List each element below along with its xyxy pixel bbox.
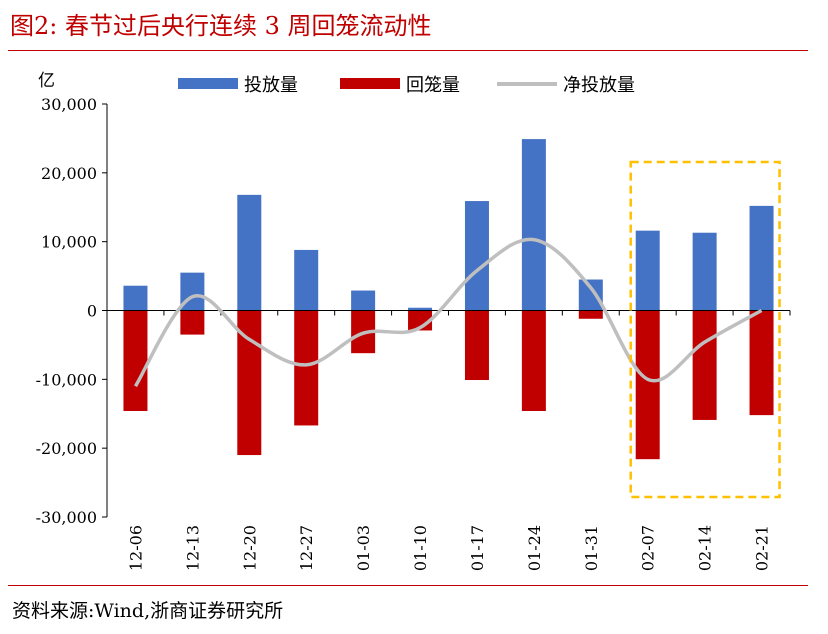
x-tick-label: 01-17 — [468, 525, 487, 571]
bar-投放量-01-24 — [521, 139, 546, 311]
y-tick-label: 20,000 — [41, 164, 97, 183]
bar-投放量-01-03 — [351, 290, 376, 311]
y-tick-label: 30,000 — [41, 95, 97, 114]
x-tick-label: 02-14 — [696, 525, 715, 571]
x-tick-label: 02-07 — [639, 525, 658, 571]
title-divider — [8, 50, 808, 51]
source-divider — [8, 585, 808, 586]
x-tick-label: 01-24 — [525, 525, 544, 571]
bar-回笼量-12-06 — [123, 310, 148, 411]
x-tick-label: 12-13 — [183, 525, 202, 571]
bar-回笼量-02-14 — [692, 310, 717, 420]
source-note: 资料来源:Wind,浙商证券研究所 — [12, 600, 284, 622]
x-tick-label: 01-03 — [354, 525, 373, 571]
bar-投放量-12-06 — [123, 285, 148, 311]
y-axis-unit: 亿 — [38, 71, 55, 91]
line-净投放量 — [133, 237, 763, 388]
x-tick-label: 12-06 — [126, 525, 145, 571]
highlight-box — [629, 160, 781, 499]
bar-回笼量-01-17 — [464, 310, 489, 381]
legend-swatch-投放量 — [178, 78, 238, 89]
bar-投放量-12-20 — [237, 194, 262, 311]
y-tick-label: -30,000 — [36, 508, 97, 527]
bar-回笼量-02-21 — [749, 310, 774, 416]
bar-投放量-12-27 — [294, 249, 319, 311]
bar-回笼量-12-27 — [294, 310, 319, 426]
x-tick-label: 01-31 — [582, 525, 601, 571]
x-tick-label: 01-10 — [411, 525, 430, 571]
bar-回笼量-12-13 — [180, 310, 205, 335]
x-tick-label: 02-21 — [753, 525, 772, 571]
bar-回笼量-02-07 — [635, 310, 660, 460]
bar-投放量-02-21 — [749, 205, 774, 311]
y-tick-label: -20,000 — [36, 439, 97, 458]
legend-label: 净投放量 — [563, 75, 635, 96]
bar-投放量-01-10 — [408, 307, 433, 311]
x-tick-label: 12-27 — [297, 525, 316, 571]
bar-投放量-02-07 — [635, 230, 660, 311]
bar-回笼量-01-31 — [578, 310, 603, 319]
bar-投放量-01-31 — [578, 279, 603, 311]
bar-投放量-02-14 — [692, 232, 717, 311]
y-tick-label: 10,000 — [41, 233, 97, 252]
bar-回笼量-01-24 — [521, 310, 546, 411]
bar-投放量-01-17 — [464, 201, 489, 311]
y-tick-label: -10,000 — [36, 370, 97, 389]
y-tick-label: 0 — [87, 302, 97, 321]
x-tick-label: 12-20 — [240, 525, 259, 571]
legend-swatch-回笼量 — [340, 78, 400, 89]
legend-label: 回笼量 — [406, 75, 460, 96]
legend-label: 投放量 — [244, 75, 298, 96]
figure-title: 图2: 春节过后央行连续 3 周回笼流动性 — [10, 12, 432, 40]
